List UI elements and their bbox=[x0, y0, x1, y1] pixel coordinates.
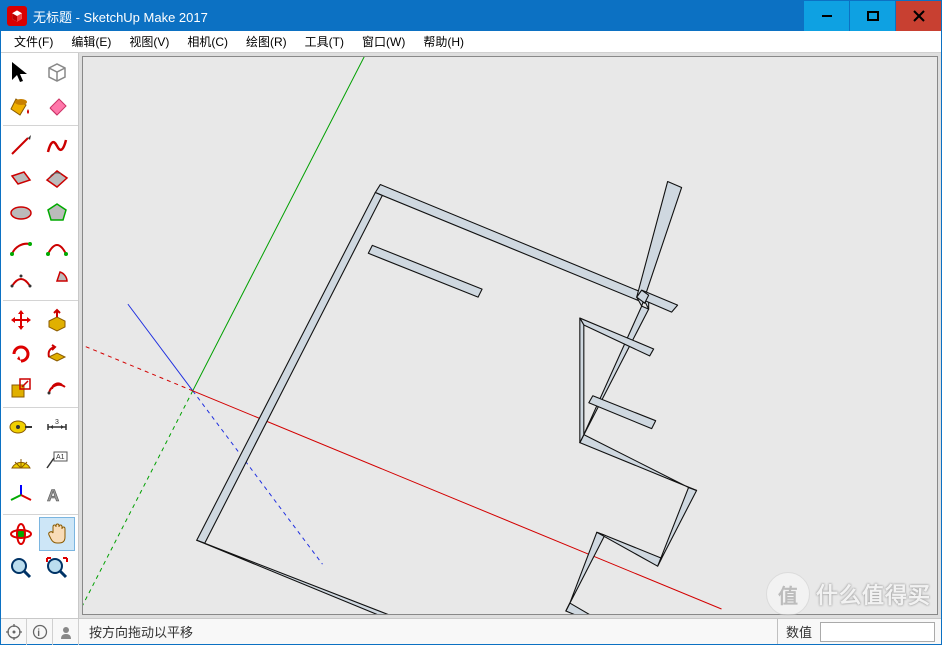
main-area: 3 A1 A bbox=[1, 53, 941, 618]
menu-file[interactable]: 文件(F) bbox=[5, 33, 62, 50]
svg-text:A1: A1 bbox=[56, 454, 65, 461]
watermark-badge: 值 bbox=[766, 572, 810, 616]
move-tool-icon[interactable] bbox=[3, 303, 39, 337]
arc-tool-icon[interactable] bbox=[3, 230, 39, 264]
rotated-rectangle-tool-icon[interactable] bbox=[39, 162, 75, 196]
measurement-field[interactable] bbox=[820, 622, 935, 642]
svg-text:A: A bbox=[47, 486, 59, 505]
protractor-tool-icon[interactable] bbox=[3, 444, 39, 478]
freehand-tool-icon[interactable] bbox=[39, 128, 75, 162]
maximize-button[interactable] bbox=[850, 1, 895, 31]
line-tool-icon[interactable] bbox=[3, 128, 39, 162]
watermark-text: 什么值得买 bbox=[816, 578, 931, 610]
svg-text:i: i bbox=[37, 628, 40, 639]
svg-text:3: 3 bbox=[55, 419, 59, 426]
viewport[interactable] bbox=[79, 53, 941, 618]
status-hint: 按方向拖动以平移 bbox=[79, 622, 777, 641]
scale-tool-icon[interactable] bbox=[3, 371, 39, 405]
app-window: 无标题 - SketchUp Make 2017 文件(F) 编辑(E) 视图(… bbox=[0, 0, 942, 645]
pushpull-tool-icon[interactable] bbox=[39, 303, 75, 337]
app-icon bbox=[7, 6, 27, 26]
select-tool-icon[interactable] bbox=[3, 55, 39, 89]
titlebar[interactable]: 无标题 - SketchUp Make 2017 bbox=[1, 1, 941, 31]
measurement-label: 数值 bbox=[778, 622, 820, 641]
tape-measure-tool-icon[interactable] bbox=[3, 410, 39, 444]
dimension-tool-icon[interactable]: 3 bbox=[39, 410, 75, 444]
polygon-tool-icon[interactable] bbox=[39, 196, 75, 230]
geolocation-icon[interactable] bbox=[1, 619, 27, 645]
menu-view[interactable]: 视图(V) bbox=[120, 33, 178, 50]
pan-tool-icon[interactable] bbox=[39, 517, 75, 551]
pie-tool-icon[interactable] bbox=[39, 264, 75, 298]
zoom-extents-tool-icon[interactable] bbox=[39, 551, 75, 585]
watermark: 值 什么值得买 bbox=[766, 572, 931, 616]
circle-tool-icon[interactable] bbox=[3, 196, 39, 230]
menu-camera[interactable]: 相机(C) bbox=[178, 33, 237, 50]
viewport-canvas[interactable] bbox=[82, 56, 938, 615]
credits-icon[interactable]: i bbox=[27, 619, 53, 645]
orbit-tool-icon[interactable] bbox=[3, 517, 39, 551]
menu-help[interactable]: 帮助(H) bbox=[414, 33, 473, 50]
paint-bucket-tool-icon[interactable] bbox=[3, 89, 39, 123]
user-icon[interactable] bbox=[53, 619, 79, 645]
followme-tool-icon[interactable] bbox=[39, 337, 75, 371]
axes-tool-icon[interactable] bbox=[3, 478, 39, 512]
statusbar: i 按方向拖动以平移 数值 bbox=[1, 618, 941, 644]
3point-arc-tool-icon[interactable] bbox=[3, 264, 39, 298]
text-tool-icon[interactable]: A1 bbox=[39, 444, 75, 478]
3dtext-tool-icon[interactable]: A bbox=[39, 478, 75, 512]
zoom-tool-icon[interactable] bbox=[3, 551, 39, 585]
menu-tools[interactable]: 工具(T) bbox=[296, 33, 353, 50]
menu-window[interactable]: 窗口(W) bbox=[353, 33, 414, 50]
toolbar: 3 A1 A bbox=[1, 53, 79, 618]
window-title: 无标题 - SketchUp Make 2017 bbox=[33, 7, 208, 26]
offset-tool-icon[interactable] bbox=[39, 371, 75, 405]
rotate-tool-icon[interactable] bbox=[3, 337, 39, 371]
close-button[interactable] bbox=[896, 1, 941, 31]
rectangle-tool-icon[interactable] bbox=[3, 162, 39, 196]
menubar: 文件(F) 编辑(E) 视图(V) 相机(C) 绘图(R) 工具(T) 窗口(W… bbox=[1, 31, 941, 53]
menu-edit[interactable]: 编辑(E) bbox=[62, 33, 120, 50]
menu-draw[interactable]: 绘图(R) bbox=[237, 33, 296, 50]
minimize-button[interactable] bbox=[804, 1, 849, 31]
make-component-tool-icon[interactable] bbox=[39, 55, 75, 89]
2point-arc-tool-icon[interactable] bbox=[39, 230, 75, 264]
eraser-tool-icon[interactable] bbox=[39, 89, 75, 123]
